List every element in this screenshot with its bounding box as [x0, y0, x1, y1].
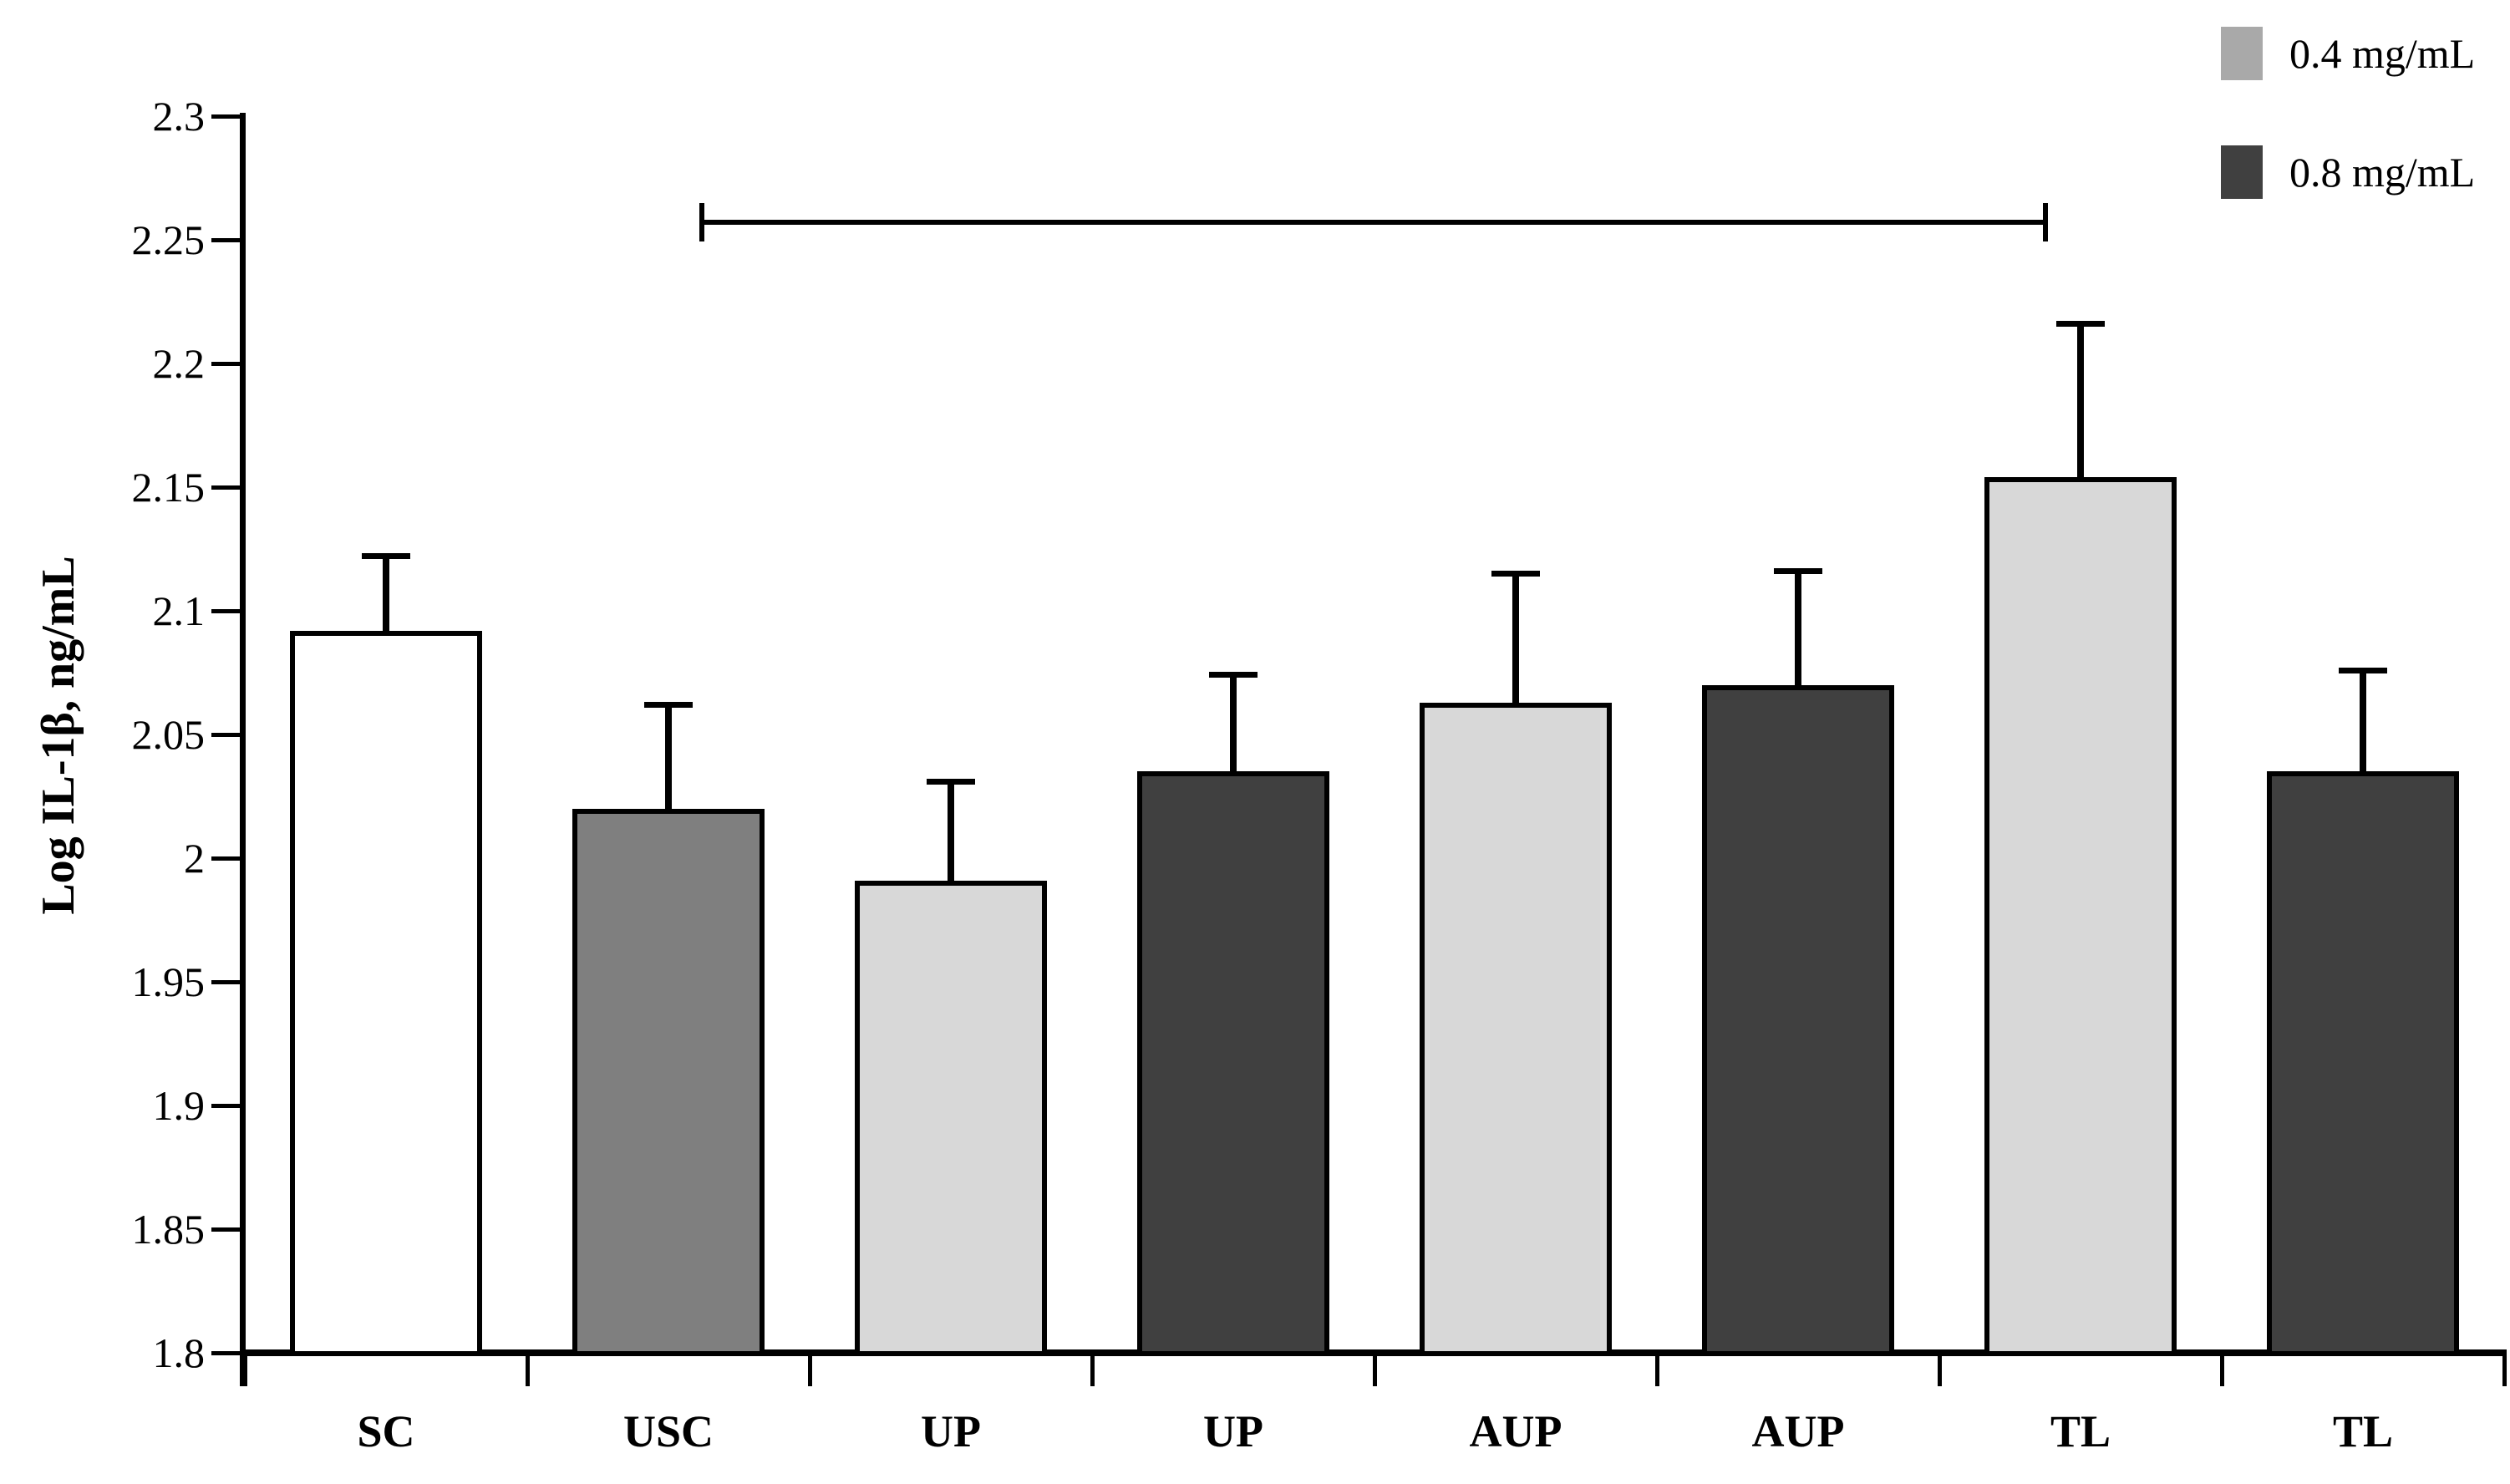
y-tick-label: 2.1 — [152, 587, 206, 634]
significance-bracket-line — [702, 220, 2045, 226]
bar-usc-1 — [572, 808, 765, 1356]
error-bar-cap — [2056, 321, 2105, 328]
bar-up-2 — [855, 880, 1047, 1356]
error-bar-whisker — [383, 556, 389, 631]
x-axis-tick — [1937, 1353, 1942, 1386]
significance-bracket-cap — [699, 203, 704, 242]
y-tick-label: 2.25 — [131, 216, 206, 263]
y-axis-tick — [211, 114, 240, 119]
x-axis-label-up-2: UP — [921, 1406, 981, 1456]
error-bar-whisker — [1230, 674, 1237, 772]
x-axis-label-aup-5: AUP — [1751, 1406, 1845, 1456]
x-axis-label-sc-0: SC — [357, 1406, 415, 1456]
x-axis-tick — [1090, 1353, 1095, 1386]
y-tick-label: 2.2 — [152, 340, 206, 387]
legend-label-1: 0.8 mg/mL — [2289, 149, 2476, 196]
y-tick-label: 1.85 — [131, 1206, 206, 1253]
error-bar-cap — [644, 701, 693, 708]
x-axis-label-tl-7: TL — [2332, 1406, 2394, 1456]
error-bar-cap — [1491, 571, 1540, 577]
y-axis-line — [240, 113, 246, 1386]
x-axis-tick — [2502, 1353, 2507, 1386]
error-bar-whisker — [1795, 571, 1801, 685]
error-bar-whisker — [948, 781, 954, 881]
y-axis-tick — [211, 237, 240, 242]
y-tick-label: 1.95 — [131, 958, 206, 1005]
x-axis-label-aup-4: AUP — [1469, 1406, 1562, 1456]
bar-aup-5 — [1702, 684, 1894, 1356]
y-tick-label: 2.3 — [152, 93, 206, 140]
bar-tl-6 — [1984, 477, 2177, 1356]
bar-up-3 — [1137, 771, 1329, 1356]
error-bar-cap — [362, 553, 410, 560]
y-axis-tick — [211, 361, 240, 366]
y-tick-label: 2.15 — [131, 464, 206, 511]
error-bar-whisker — [2360, 670, 2366, 772]
y-axis-tick — [211, 856, 240, 861]
x-axis-tick — [1372, 1353, 1377, 1386]
legend-swatch-1 — [2221, 145, 2263, 199]
x-axis-label-usc-1: USC — [622, 1406, 714, 1456]
x-axis-label-up-3: UP — [1203, 1406, 1263, 1456]
x-axis-tick — [525, 1353, 530, 1386]
y-tick-label: 1.8 — [152, 1329, 206, 1376]
y-axis-tick — [211, 608, 240, 613]
x-axis-tick — [807, 1353, 812, 1386]
error-bar-whisker — [665, 704, 672, 809]
y-axis-tick — [211, 979, 240, 984]
legend-swatch-0 — [2221, 27, 2263, 80]
y-axis-tick — [211, 1350, 240, 1355]
y-axis-tick — [211, 485, 240, 490]
y-axis-tick — [211, 732, 240, 737]
significance-bracket-cap — [2043, 203, 2048, 242]
error-bar-whisker — [1512, 573, 1519, 703]
y-axis-tick — [211, 1103, 240, 1108]
bar-sc-0 — [290, 630, 482, 1356]
error-bar-cap — [2339, 667, 2387, 673]
error-bar-cap — [1209, 672, 1258, 678]
bar-aup-4 — [1420, 702, 1612, 1356]
y-tick-label: 1.9 — [152, 1082, 206, 1129]
x-axis-tick — [2219, 1353, 2224, 1386]
x-axis-tick — [242, 1353, 247, 1386]
error-bar-cap — [1774, 568, 1822, 575]
y-axis-tick — [211, 1227, 240, 1232]
x-axis-label-tl-6: TL — [2050, 1406, 2111, 1456]
y-tick-label: 2.05 — [131, 711, 206, 758]
x-axis-tick — [1654, 1353, 1659, 1386]
error-bar-cap — [927, 778, 975, 785]
bar-tl-7 — [2267, 771, 2459, 1356]
legend-label-0: 0.4 mg/mL — [2289, 30, 2476, 77]
error-bar-whisker — [2077, 323, 2084, 478]
y-tick-label: 2 — [184, 835, 205, 882]
